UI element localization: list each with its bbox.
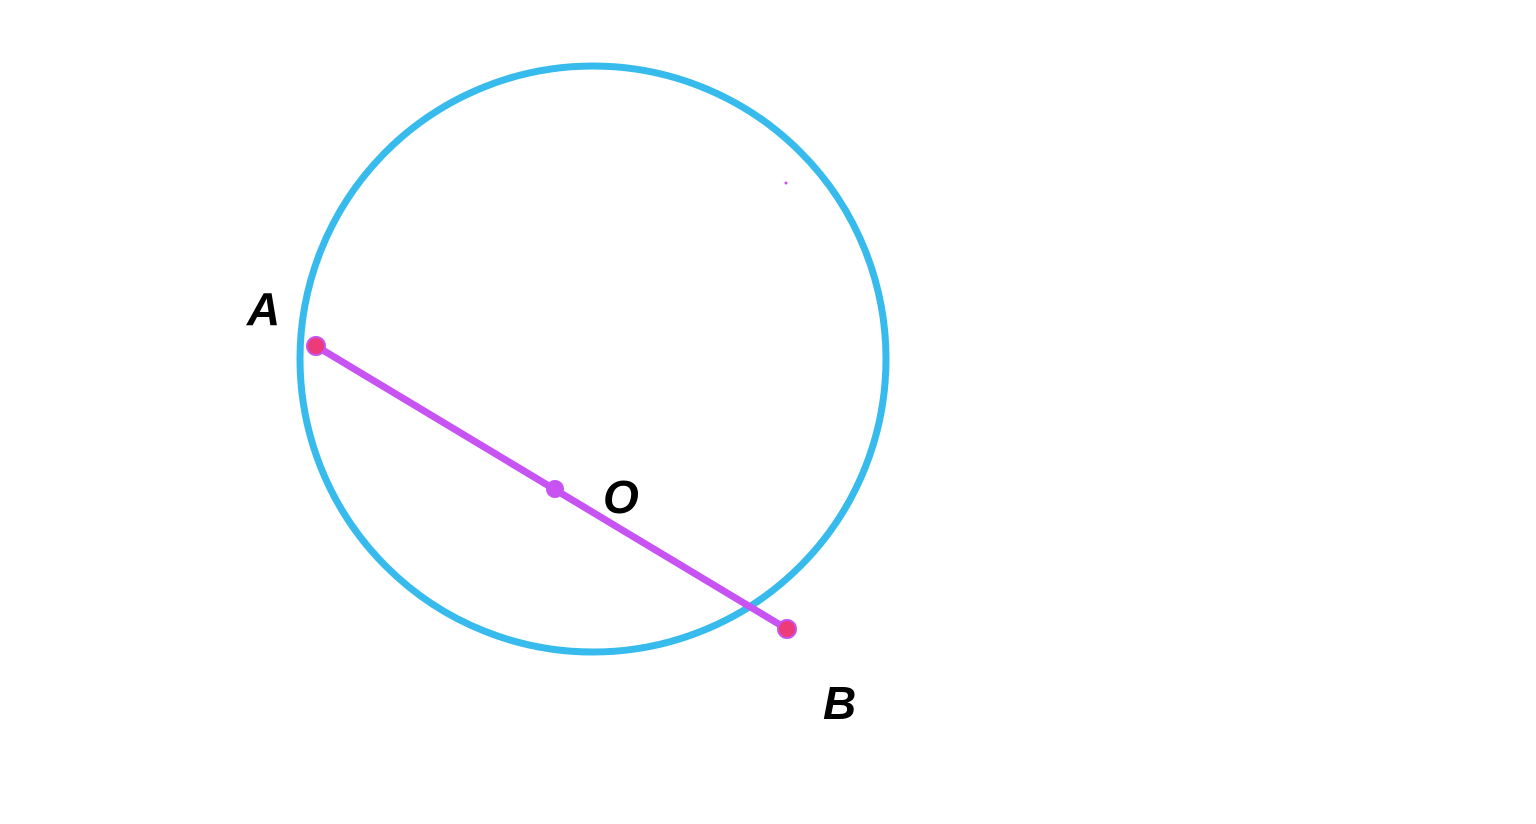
point-o xyxy=(546,480,564,498)
geometry-diagram: A O B xyxy=(0,0,1536,819)
point-label-b: B xyxy=(823,676,856,730)
point-a xyxy=(307,337,325,355)
main-circle xyxy=(300,66,886,652)
stray-dot xyxy=(785,182,788,185)
point-label-o: O xyxy=(603,470,639,524)
diagram-svg xyxy=(0,0,1536,819)
point-label-a: A xyxy=(247,282,280,336)
point-b xyxy=(778,620,796,638)
